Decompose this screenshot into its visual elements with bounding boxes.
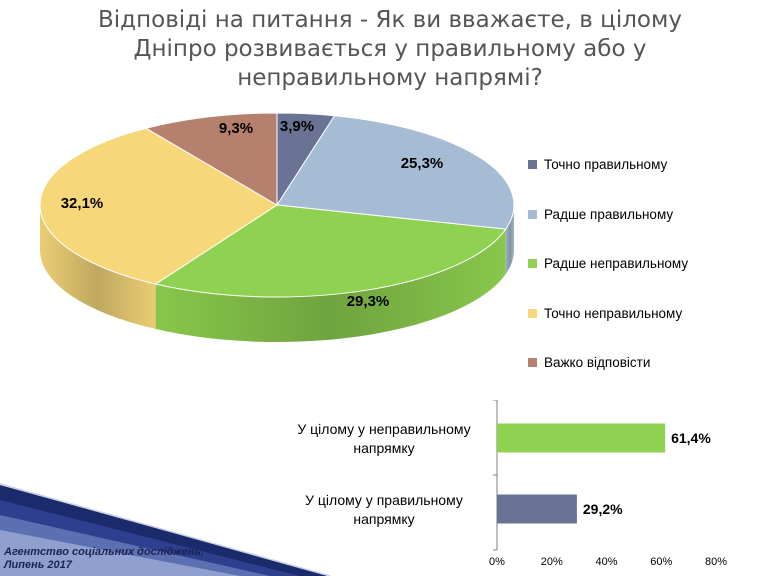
chart-title: Відповіді на питання - Як ви вважаєте, в…	[60, 6, 720, 93]
pie-chart: 3,9% 25,3% 29,3% 32,1% 9,3%	[39, 112, 515, 343]
bar-chart: 61,4% 29,2% 0% 20% 40% 60% 80%	[489, 400, 727, 568]
pie-value-label-1: 3,9%	[280, 118, 314, 135]
footer-decoration	[0, 483, 331, 576]
bar-1	[497, 423, 666, 453]
legend-swatch-4	[528, 308, 537, 318]
pie-slice-3	[154, 204, 507, 298]
legend-item-3: Радше неправильному	[528, 239, 688, 289]
bar-category-2: У цілому у правильному напрямку	[278, 491, 490, 529]
bar-x-tick-label-5: 80%	[705, 556, 727, 568]
legend-label-1: Точно правильному	[544, 157, 668, 173]
bar-2	[497, 494, 577, 524]
pie-side-shade-3	[155, 229, 506, 343]
legend-item-5: Важко відповісти	[528, 338, 688, 388]
bar-category-1: У цілому у неправильному напрямку	[278, 420, 490, 458]
legend-swatch-3	[528, 259, 537, 269]
legend-label-4: Точно неправильному	[544, 305, 683, 321]
legend-label-2: Радше правильному	[544, 206, 674, 222]
footer-line-1: Агентство соціальних досліджень,	[4, 546, 204, 558]
pie-slice-2	[276, 115, 515, 230]
legend-label-5: Важко відповісти	[544, 355, 651, 371]
footer-line-2: Липень 2017	[4, 559, 72, 571]
legend-item-2: Радше правильному	[528, 190, 688, 240]
bar-value-label-2: 29,2%	[583, 501, 623, 517]
bar-category-2-label: У цілому у правильному напрямку	[305, 492, 463, 527]
pie-side-shade-4	[39, 205, 156, 330]
legend-swatch-2	[528, 209, 537, 219]
bar-x-tick-label-4: 60%	[650, 556, 672, 568]
pie-side-shade-2	[505, 205, 514, 275]
title-line-1: Відповіді на питання - Як ви вважаєте, в…	[98, 7, 682, 33]
legend-swatch-5	[528, 358, 537, 368]
bar-category-1-label: У цілому у неправильному напрямку	[297, 421, 471, 456]
pie-slice-5	[144, 112, 278, 206]
pie-legend: Точно правильному Радше правильному Радш…	[528, 140, 688, 388]
bar-x-tick-label-1: 0%	[489, 556, 505, 568]
title-line-2: Дніпро розвивається у правильному або у	[133, 36, 647, 62]
pie-value-label-4: 32,1%	[61, 195, 104, 212]
bar-value-label-1: 61,4%	[671, 430, 711, 446]
legend-item-4: Точно неправильному	[528, 289, 688, 339]
legend-label-3: Радше неправильному	[544, 256, 689, 272]
pie-value-label-2: 25,3%	[401, 155, 444, 172]
legend-swatch-1	[528, 160, 537, 170]
pie-value-label-3: 29,3%	[347, 293, 390, 310]
legend-item-1: Точно правильному	[528, 140, 688, 190]
pie-slice-4	[39, 127, 278, 285]
pie-value-label-5: 9,3%	[219, 120, 253, 137]
bar-x-tick-label-3: 40%	[595, 556, 617, 568]
footer-credit: Агентство соціальних досліджень, Липень …	[4, 546, 244, 572]
title-line-3: неправильному напрямі?	[237, 65, 543, 91]
bar-x-tick-label-2: 20%	[541, 556, 563, 568]
